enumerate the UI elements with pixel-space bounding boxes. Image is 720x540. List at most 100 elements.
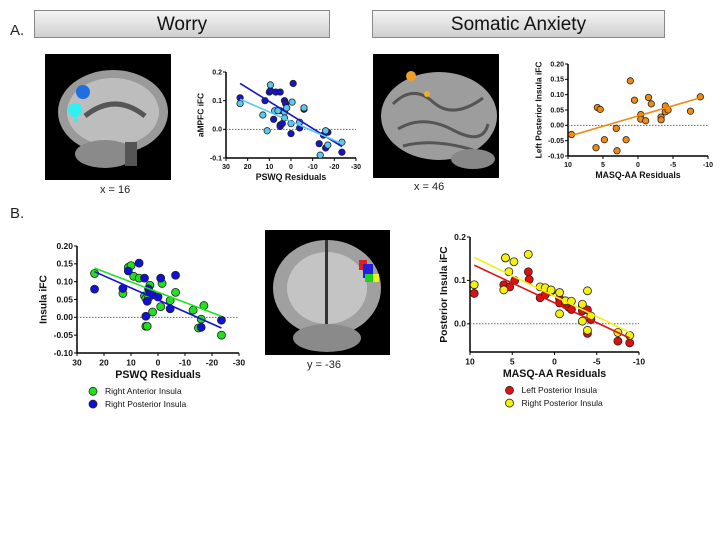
- regression-line: [239, 98, 343, 145]
- y-tick-label: 0.2: [212, 69, 222, 76]
- y-tick-label: 0.15: [56, 259, 73, 269]
- data-point-left-posterior-insula: [686, 107, 695, 115]
- y-tick-label: -0.1: [210, 155, 222, 162]
- data-point-dark: [289, 79, 297, 88]
- x-tick-label: 0: [289, 164, 293, 171]
- data-point-left-posterior-insula: [523, 267, 533, 277]
- data-point-right-posterior-insula: [141, 311, 151, 321]
- caption-brain1: x = 16: [100, 184, 131, 196]
- data-point-right-posterior-insula: [142, 296, 152, 306]
- data-point-right-anterior-insula: [217, 330, 226, 340]
- data-point-right-posterior-insula: [523, 249, 533, 259]
- regression-line: [473, 256, 631, 334]
- data-point-right-posterior-insula: [625, 331, 635, 340]
- brain-image-sagittal-46: [373, 54, 499, 178]
- y-tick-label: 0.05: [550, 107, 564, 114]
- data-point-left-posterior-insula: [630, 96, 639, 104]
- x-tick-label: -10: [308, 164, 318, 171]
- data-point-light: [266, 81, 275, 89]
- data-point-left-posterior-insula: [642, 117, 650, 125]
- data-point-right-posterior-insula: [134, 258, 144, 268]
- data-point-right-anterior-insula: [148, 307, 158, 317]
- legend-marker: [88, 399, 98, 409]
- y-axis-label: Insula iFC: [38, 275, 49, 324]
- data-point-right-posterior-insula: [140, 273, 149, 283]
- x-tick-label: 5: [601, 162, 605, 169]
- data-point-dark: [287, 130, 295, 138]
- data-point-left-posterior-insula: [657, 116, 665, 124]
- data-point-light: [236, 99, 244, 108]
- x-tick-label: -30: [233, 358, 246, 368]
- data-point-right-posterior-insula: [156, 273, 166, 283]
- data-point-left-posterior-insula: [626, 77, 634, 85]
- data-point-right-posterior-insula: [583, 286, 592, 296]
- y-axis-label: Left Posterior Insula iFC: [533, 62, 543, 159]
- caption-brain3: y = -36: [307, 359, 341, 371]
- data-point-left-posterior-insula: [596, 105, 604, 113]
- data-point-left-posterior-insula: [612, 124, 620, 132]
- data-point-left-posterior-insula: [600, 136, 609, 144]
- data-point-light: [316, 151, 324, 159]
- x-tick-label: 20: [99, 358, 109, 368]
- x-axis-label: MASQ-AA Residuals: [503, 368, 606, 380]
- y-axis-label: aMPFC iFC: [195, 93, 205, 137]
- data-point-right-anterior-insula: [156, 302, 166, 312]
- y-tick-label: 0.10: [550, 92, 564, 99]
- brain-image-sagittal-16: [45, 54, 171, 180]
- legend-label: Right Posterior Insula: [105, 399, 187, 409]
- data-point-left-posterior-insula: [644, 93, 653, 102]
- data-point-right-posterior-insula: [501, 253, 510, 263]
- y-tick-label: 0.10: [56, 277, 73, 287]
- header-worry: Worry: [34, 10, 330, 38]
- data-point-light: [324, 141, 332, 149]
- data-point-light: [263, 127, 271, 135]
- data-point-light: [259, 111, 267, 119]
- data-point-left-posterior-insula: [592, 144, 600, 152]
- data-point-right-posterior-insula: [469, 280, 479, 290]
- data-point-left-posterior-insula: [613, 336, 623, 346]
- panel-label-b: B.: [10, 205, 25, 222]
- data-point-right-posterior-insula: [577, 299, 587, 309]
- legend-label: Right Posterior Insula: [522, 398, 604, 408]
- y-tick-label: 0.0: [454, 319, 466, 329]
- legend-marker: [505, 385, 514, 395]
- legend-label: Right Anterior Insula: [105, 386, 182, 396]
- y-tick-label: 0.0: [212, 127, 222, 134]
- x-tick-label: -5: [593, 357, 601, 367]
- x-axis-label: MASQ-AA Residuals: [595, 170, 680, 180]
- panel-label-a: A.: [10, 22, 25, 39]
- brain-image-coronal-36: [265, 230, 390, 355]
- y-tick-label: -0.10: [54, 348, 74, 358]
- data-point-right-posterior-insula: [509, 257, 519, 267]
- data-point-dark: [270, 115, 278, 123]
- x-tick-label: -20: [329, 164, 339, 171]
- data-point-light: [283, 104, 291, 112]
- brain-lateral-drawing: [381, 71, 497, 169]
- legend-marker: [88, 386, 98, 396]
- x-tick-label: -10: [633, 357, 646, 367]
- data-point-right-anterior-insula: [171, 287, 180, 297]
- y-tick-label: 0.15: [550, 77, 564, 84]
- data-point-light: [300, 104, 308, 112]
- data-point-right-posterior-insula: [123, 266, 133, 276]
- x-tick-label: 30: [222, 164, 230, 171]
- y-axis-label: Posterior Insula iFC: [439, 246, 450, 343]
- x-tick-label: 10: [564, 162, 572, 169]
- header-somatic-anxiety: Somatic Anxiety: [372, 10, 665, 38]
- data-point-right-posterior-insula: [577, 316, 587, 326]
- data-point-right-posterior-insula: [90, 284, 99, 294]
- y-tick-label: 0.20: [56, 241, 73, 251]
- activation-blob: [76, 85, 90, 99]
- y-tick-label: 0.00: [56, 312, 73, 322]
- x-axis-label: PSWQ Residuals: [256, 172, 327, 182]
- x-tick-label: 10: [126, 358, 136, 368]
- y-tick-label: -0.05: [548, 138, 564, 145]
- data-point-right-posterior-insula: [171, 270, 180, 280]
- data-point-left-posterior-insula: [469, 289, 479, 298]
- data-point-left-posterior-insula: [613, 147, 621, 155]
- y-tick-label: 0.05: [56, 294, 73, 304]
- x-tick-label: 0: [552, 357, 557, 367]
- x-tick-label: 10: [465, 357, 475, 367]
